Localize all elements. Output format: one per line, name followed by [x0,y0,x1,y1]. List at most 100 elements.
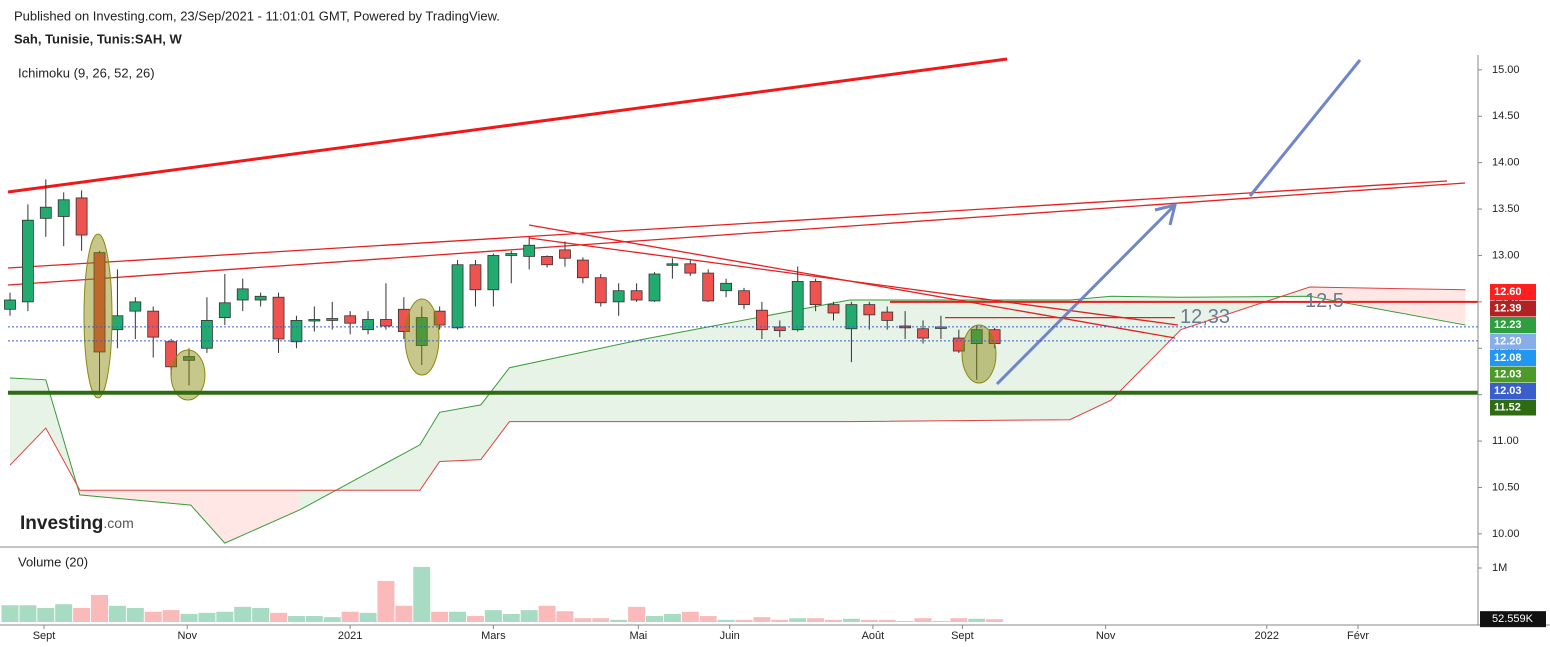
volume-bar [628,606,646,622]
candle-body [827,304,840,314]
overlay: 12,33 12,5 [8,290,1478,395]
y-tick-label: 13.50 [1492,203,1520,215]
x-tick-label: Juin [720,630,740,642]
candle-body [469,264,482,291]
volume-badge [1480,611,1546,628]
candle-body [791,281,804,331]
cloud-segment [480,367,510,460]
volume-bar [162,610,180,622]
candle-body [39,206,52,219]
volume-bar [592,618,610,622]
volume-bar [825,619,843,622]
candles [4,179,1001,395]
candle-body [917,328,929,339]
x-tick-label: 2022 [1255,630,1279,642]
volume-bar [126,607,144,622]
volume-bar [502,613,520,622]
arrow-head [1154,202,1178,226]
volume-bar [359,612,377,622]
candle-body [863,304,876,316]
arrow [1248,59,1362,197]
volume-bar [234,606,252,622]
candle-body [380,319,392,327]
x-tick-label: Mars [481,630,506,642]
candle-body [57,199,70,217]
candle-body [362,319,374,331]
logo-suffix: .com [103,515,133,531]
x-tick-label: Nov [1096,630,1116,642]
volume-bar [645,616,663,622]
volume-bar [771,619,789,622]
cloud-segment [224,490,301,544]
price-badge-label: 12.23 [1494,319,1522,331]
y-tick-label: 14.50 [1492,110,1520,122]
volume-bar [341,611,359,622]
trendlines [7,57,1466,386]
y-tick-label: 11.00 [1492,435,1519,447]
volume-badge-label: 52.559K [1492,613,1534,625]
highlight [83,233,113,399]
candle-body [129,301,142,312]
price-badge-label: 12.03 [1494,385,1522,397]
volume-bar [878,619,896,622]
volume-bar [180,613,198,622]
price-badge-label: 12.08 [1494,352,1522,364]
volume-bar [789,618,807,622]
price-badge [1490,317,1536,333]
price-badge-label: 12.03 [1494,368,1522,380]
volume-bar [144,611,162,622]
candle-body [648,273,661,302]
cloud-segment [190,490,225,544]
candle-body [415,317,428,346]
candle-body [845,304,858,330]
y-tick-label: 10.00 [1492,528,1520,540]
candle-body [684,263,697,274]
price-badge [1490,399,1536,416]
volume-bar [19,605,37,622]
price-badge [1490,366,1536,383]
x-tick-label: Févr [1347,630,1369,642]
candle-body [272,296,285,340]
logo-main: Investing [20,513,103,534]
candle-body [236,288,249,301]
volume-bar [431,611,449,622]
candle-body [720,282,732,292]
logo: Investing.com [20,513,134,534]
trendline [7,182,1466,286]
volume-bar [574,618,592,622]
volume-bar [323,617,341,622]
x-tick-label: Août [862,630,885,642]
candle-body [630,290,643,301]
symbol: Sah, Tunisie, Tunis:SAH, W [14,31,183,46]
highlight [404,298,440,376]
cloud-segment [509,339,641,422]
candle-body [505,253,518,256]
ichimoku-span-a [9,295,1466,544]
candle-body [290,320,303,343]
volume-bar [986,619,1004,622]
volume-bar [717,619,735,622]
candle-body [201,320,213,349]
trendline [7,180,1448,269]
volume-bar [395,605,413,622]
candle-body [93,252,106,353]
volume-bar [466,616,484,622]
volume-bar [484,610,502,622]
volume-bar [842,618,860,622]
price-badge [1490,383,1536,399]
annotation-text: 12,33 [1180,306,1230,328]
candle-body [451,264,464,329]
candle-body [738,290,750,306]
arrow [995,203,1177,386]
volume-bar [950,618,968,622]
volume-bar [735,619,753,622]
volume-bar [108,605,126,622]
candle-body [75,197,88,236]
candle-body [326,318,339,321]
volume-bar [198,612,216,622]
candle-body [612,290,625,303]
highlights [83,233,997,401]
volume-bar [91,595,109,622]
price-badge [1490,284,1536,300]
x-tick-label: Mai [630,630,648,642]
